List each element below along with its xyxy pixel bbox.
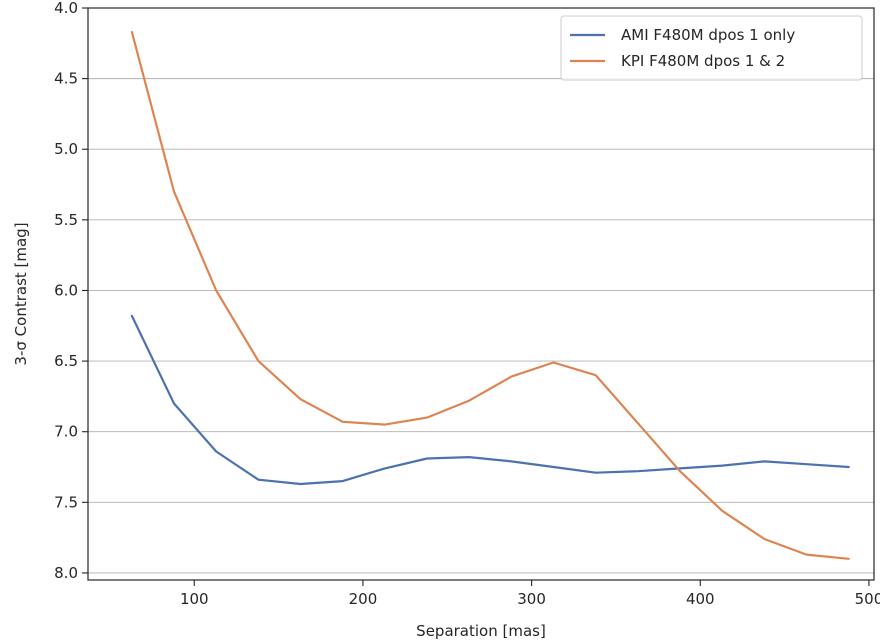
series-line-kpi bbox=[130, 30, 850, 560]
legend-label-kpi: KPI F480M dpos 1 & 2 bbox=[621, 52, 785, 70]
x-axis-ticks: 100 200 300 400 500 bbox=[180, 580, 880, 608]
y-tick-label: 6.0 bbox=[54, 281, 78, 299]
y-tick-label: 7.5 bbox=[54, 493, 78, 511]
x-tick-label: 200 bbox=[349, 590, 378, 608]
y-tick-label: 6.5 bbox=[54, 352, 78, 370]
y-tick-label: 4.5 bbox=[54, 70, 78, 88]
y-tick-label: 7.0 bbox=[54, 423, 78, 441]
series-line-ami bbox=[130, 314, 850, 486]
y-tick-label: 4.0 bbox=[54, 0, 78, 17]
y-axis-label: 3-σ Contrast [mag] bbox=[12, 222, 30, 365]
legend-label-ami: AMI F480M dpos 1 only bbox=[621, 26, 795, 44]
plot-frame bbox=[87, 7, 875, 581]
y-tick-label: 5.0 bbox=[54, 140, 78, 158]
series-lines bbox=[130, 30, 850, 560]
x-tick-label: 100 bbox=[180, 590, 209, 608]
legend: AMI F480M dpos 1 only KPI F480M dpos 1 &… bbox=[560, 15, 863, 81]
x-tick-label: 400 bbox=[686, 590, 715, 608]
gridlines bbox=[88, 7, 874, 574]
y-tick-label: 8.0 bbox=[54, 564, 78, 582]
x-tick-label: 500 bbox=[855, 590, 880, 608]
x-tick-label: 300 bbox=[517, 590, 546, 608]
x-axis-label: Separation [mas] bbox=[416, 622, 546, 640]
y-axis-ticks: 4.0 4.5 5.0 5.5 6.0 6.5 7.0 7.5 8.0 bbox=[54, 0, 88, 582]
y-tick-label: 5.5 bbox=[54, 211, 78, 229]
legend-box bbox=[560, 15, 863, 81]
